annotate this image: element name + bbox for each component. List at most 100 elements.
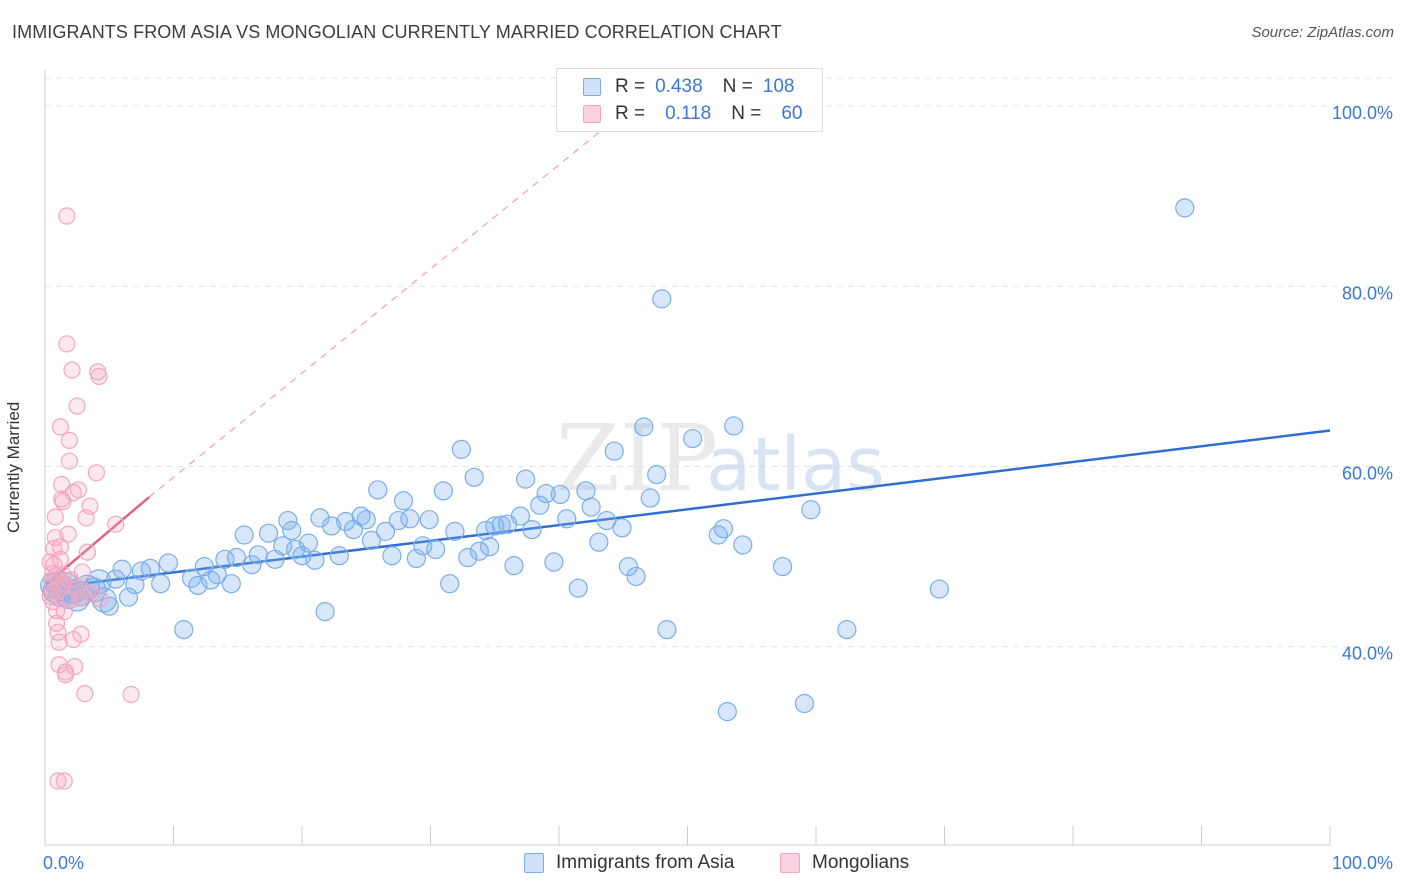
point-mongolian — [59, 525, 77, 543]
point-asia — [158, 553, 178, 573]
point-asia — [515, 469, 536, 489]
point-asia — [248, 545, 268, 565]
point-asia — [413, 536, 433, 556]
point-asia — [356, 510, 376, 530]
series-label-asia: Immigrants from Asia — [556, 852, 735, 873]
point-asia — [278, 510, 298, 531]
point-asia — [469, 541, 489, 561]
point-asia — [140, 558, 160, 578]
y-tick-label: 40.0% — [1342, 644, 1393, 664]
point-asia — [634, 417, 654, 437]
point-asia — [708, 525, 728, 545]
point-mongolian — [69, 481, 88, 499]
watermark: ZIP atlas — [556, 405, 885, 512]
point-asia — [504, 556, 524, 576]
legend-n-value: 108 — [762, 76, 795, 97]
point-asia — [221, 574, 241, 594]
point-asia — [226, 547, 247, 568]
point-asia — [522, 519, 542, 540]
legend-n-label: N = — [731, 103, 762, 124]
chart-title: IMMIGRANTS FROM ASIA VS MONGOLIAN CURREN… — [12, 22, 782, 42]
point-asia — [536, 483, 556, 504]
point-asia — [581, 497, 601, 517]
point-asia — [717, 702, 737, 722]
legend-r-value: 0.118 — [665, 103, 712, 124]
point-mongolian — [65, 657, 84, 676]
point-asia — [576, 481, 596, 501]
point-asia — [604, 441, 624, 461]
point-asia — [612, 518, 632, 538]
point-mongolian — [78, 543, 97, 561]
series-legend-asia: Immigrants from Asia — [524, 852, 734, 874]
point-asia — [258, 523, 279, 543]
legend-r-value: 0.438 — [655, 76, 703, 97]
point-mongolian — [122, 685, 140, 704]
point-asia — [433, 481, 453, 501]
point-asia — [801, 500, 821, 520]
point-asia — [282, 520, 302, 541]
trend-line-mongolians-extension — [148, 96, 643, 498]
axes — [44, 70, 1331, 846]
point-asia — [400, 509, 420, 529]
point-asia — [112, 559, 132, 579]
series-label-mongolians: Mongolians — [812, 852, 910, 873]
point-asia — [550, 484, 570, 505]
point-asia — [618, 556, 638, 577]
y-tick-label: 60.0% — [1342, 464, 1393, 484]
point-asia — [188, 575, 208, 596]
x-tick-label: 100.0% — [1332, 853, 1393, 873]
point-mongolian — [51, 538, 70, 556]
point-asia — [724, 416, 744, 436]
point-mongolian — [91, 590, 109, 608]
point-mongolian — [81, 497, 99, 515]
series-swatch-asia — [524, 853, 544, 873]
point-asia — [329, 546, 349, 566]
point-asia — [174, 620, 194, 640]
point-asia — [151, 574, 171, 594]
legend-row-mongolians: R = 0.118 N = 60 — [583, 101, 803, 127]
source-label: Source: ZipAtlas.com — [1251, 24, 1394, 41]
point-asia — [298, 533, 319, 553]
point-mongolian — [44, 583, 62, 601]
series-swatch-mongolians — [780, 853, 800, 873]
point-asia — [568, 578, 588, 598]
point-mongolian — [58, 207, 76, 225]
point-asia — [510, 506, 531, 526]
point-asia — [837, 620, 857, 640]
point-asia — [683, 428, 703, 449]
point-asia — [544, 552, 564, 572]
point-asia — [596, 510, 617, 531]
point-asia — [234, 525, 254, 545]
point-asia — [382, 546, 402, 566]
point-mongolian — [58, 335, 76, 353]
point-asia — [557, 509, 577, 529]
point-asia — [647, 465, 667, 485]
point-mongolian — [82, 584, 100, 603]
point-asia — [657, 620, 677, 640]
y-tick-label: 80.0% — [1342, 283, 1393, 303]
legend-r-label: R = — [615, 103, 646, 124]
point-asia — [794, 693, 815, 714]
point-mongolian — [46, 529, 64, 547]
legend-n-value: 60 — [781, 103, 803, 124]
point-mongolian — [60, 452, 79, 470]
point-asia — [733, 535, 753, 555]
legend-row-asia: R = 0.438 N = 108 — [583, 74, 794, 100]
legend-r-label: R = — [615, 76, 646, 97]
point-asia — [273, 536, 293, 556]
point-mongolian — [49, 772, 67, 790]
point-asia — [181, 568, 202, 588]
point-asia — [375, 521, 396, 541]
legend-swatch-mongolians — [583, 105, 601, 123]
data-points — [40, 198, 1195, 790]
point-asia — [530, 495, 550, 515]
point-mongolian — [73, 563, 91, 581]
point-mongolian — [63, 361, 81, 379]
point-asia — [292, 546, 312, 566]
point-asia — [626, 566, 646, 587]
point-mongolian — [53, 578, 71, 596]
point-asia — [336, 511, 356, 532]
point-asia — [652, 289, 672, 309]
point-mongolian — [87, 464, 106, 482]
